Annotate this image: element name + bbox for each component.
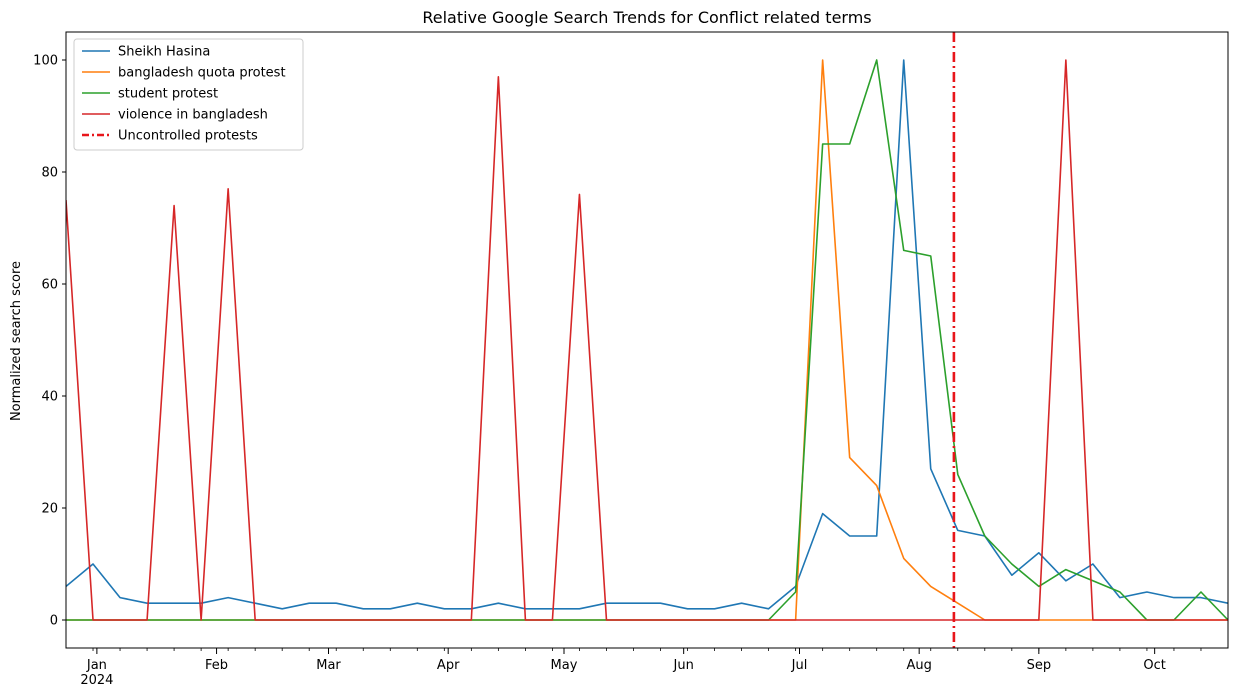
x-tick-label: Oct	[1143, 658, 1165, 673]
series-lines	[66, 32, 1228, 648]
legend: Sheikh Hasina bangladesh quota protest stu…	[73, 38, 304, 151]
x-tick-label: Feb	[205, 658, 228, 673]
legend-label: Uncontrolled protests	[118, 129, 258, 144]
chart-title: Relative Google Search Trends for Confli…	[422, 8, 871, 27]
series-line-0	[66, 59, 1228, 610]
x-tick-label: Mar	[316, 658, 341, 673]
y-tick-label: 0	[50, 614, 58, 629]
legend-label: student protest	[118, 87, 218, 102]
x-tick-label: Sep	[1027, 658, 1052, 673]
x-tick-label: Aug	[906, 658, 931, 673]
plot-area	[66, 32, 1228, 648]
y-tick-label: 40	[41, 390, 58, 405]
y-tick-label: 20	[41, 502, 58, 517]
legend-label: Sheikh Hasina	[118, 45, 210, 60]
y-tick-label: 100	[33, 54, 58, 69]
y-tick-label: 60	[41, 278, 58, 293]
x-tick-label: Jan	[86, 658, 107, 673]
legend-label: violence in bangladesh	[118, 108, 268, 123]
legend-box	[73, 38, 304, 151]
x-tick-sublabel: 2024	[80, 673, 113, 688]
x-tick-label: Jul	[791, 658, 808, 673]
y-axis-label: Normalized search score	[9, 261, 24, 421]
legend-label: bangladesh quota protest	[118, 66, 286, 81]
y-tick-label: 80	[41, 166, 58, 181]
x-tick-label: Apr	[437, 658, 460, 673]
plot-frame	[65, 31, 1229, 649]
series-line-3	[66, 59, 1228, 621]
x-tick-label: May	[551, 658, 578, 673]
x-tick-label: Jun	[673, 658, 694, 673]
